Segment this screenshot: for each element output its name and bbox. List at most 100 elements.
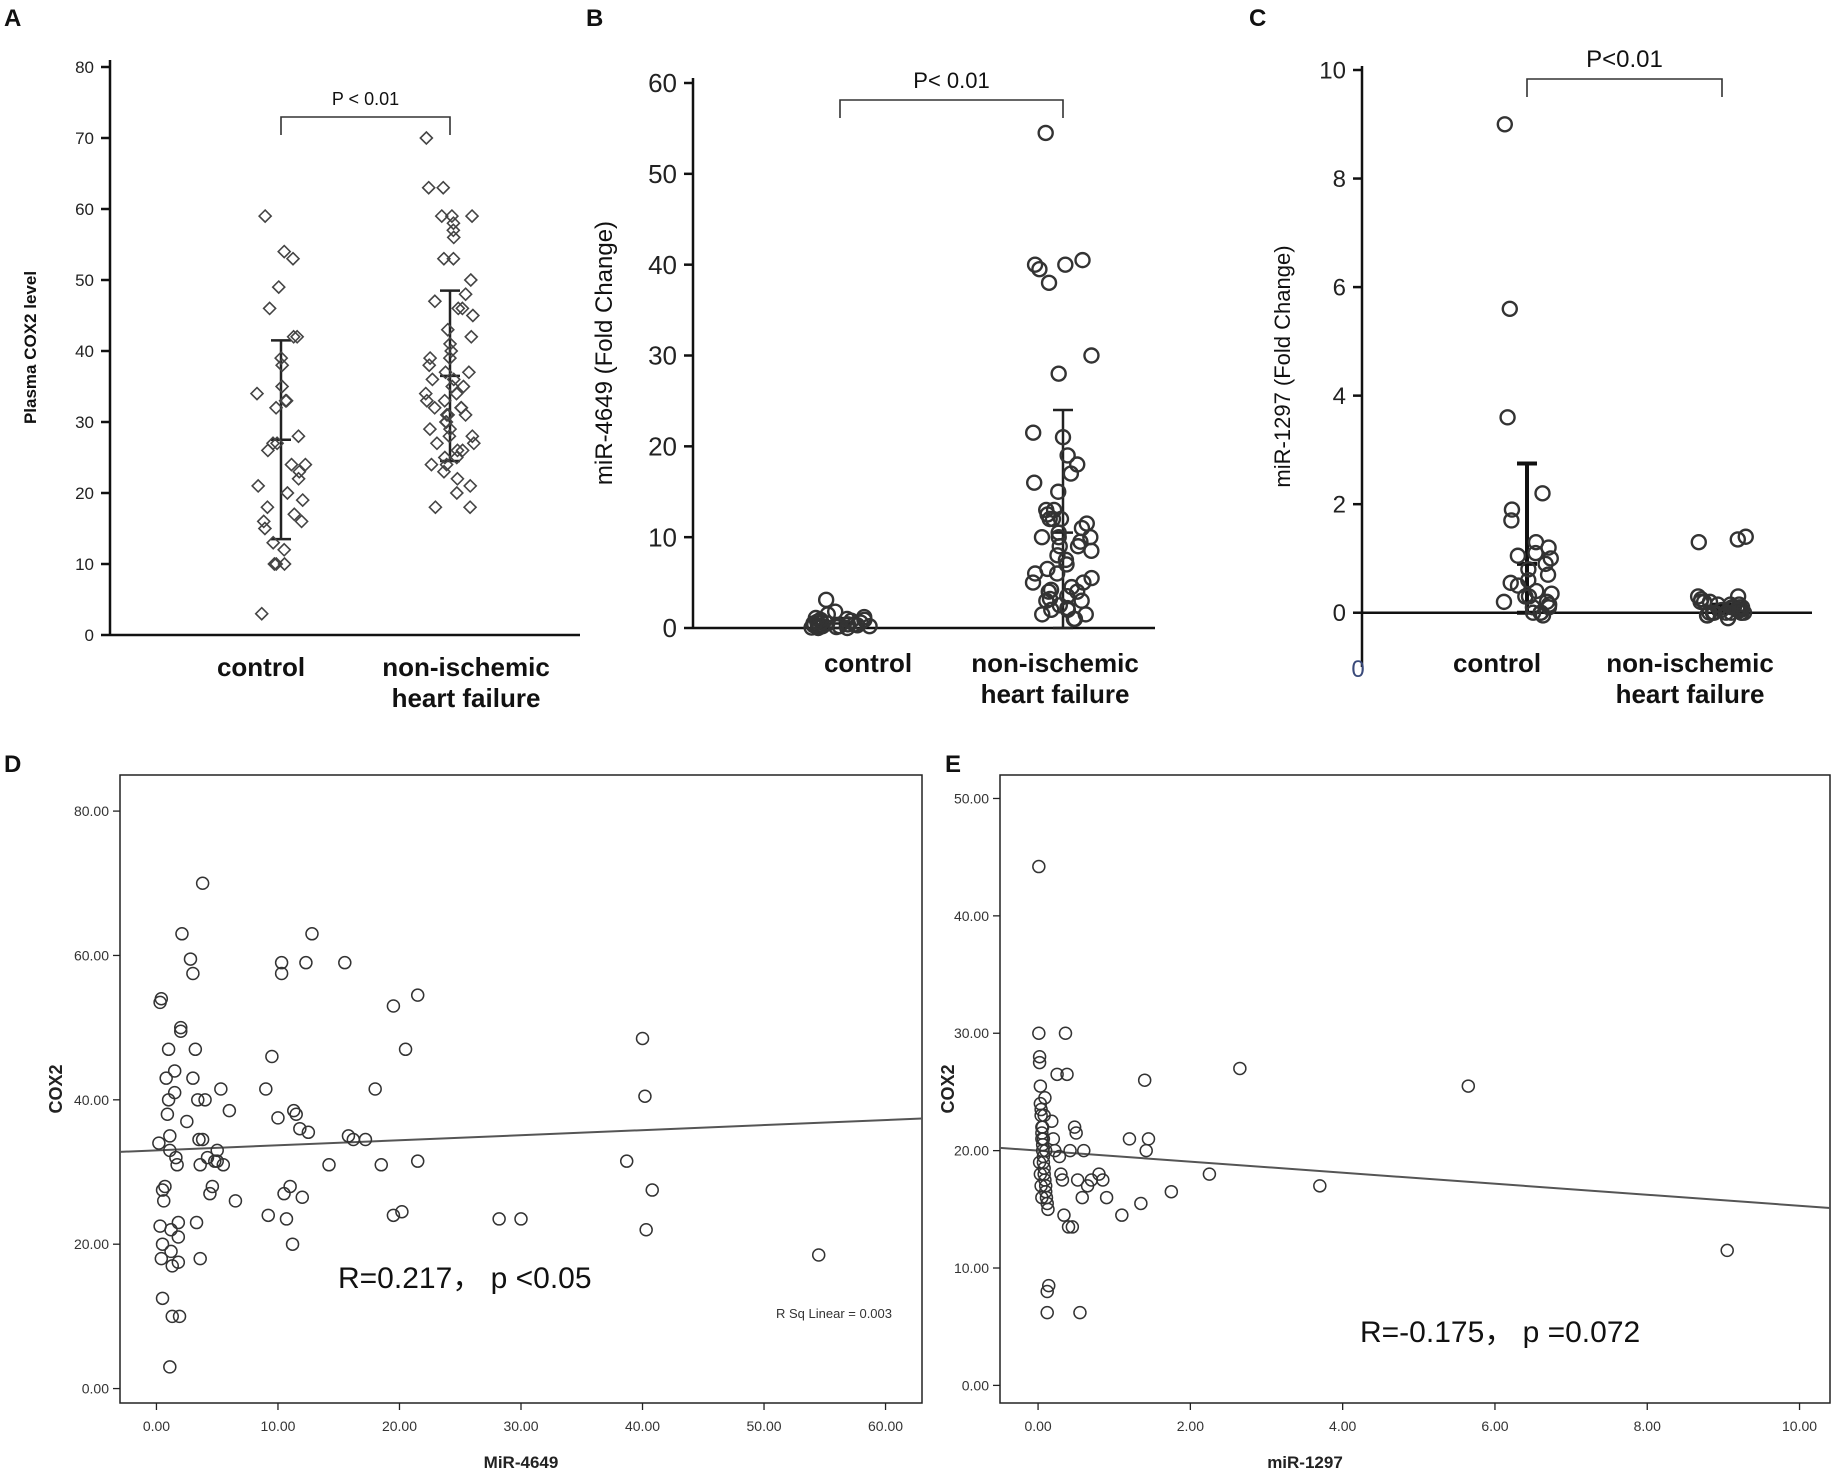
data-point	[1517, 588, 1534, 605]
data-point	[260, 500, 275, 515]
data-point	[839, 619, 856, 637]
data-point	[1520, 561, 1537, 578]
x-category-label: non-ischemic	[382, 652, 550, 682]
data-point	[274, 966, 289, 981]
data-point	[155, 1291, 170, 1306]
data-point	[322, 1158, 336, 1172]
data-point	[1024, 574, 1042, 591]
data-point	[386, 999, 401, 1013]
panel-a-chart: 0 10 20 30 40 50 60 70 80 Plasma COX2 level contro…	[21, 58, 580, 713]
y-tick-label: 30.00	[954, 1025, 989, 1041]
data-point	[1075, 1190, 1089, 1205]
data-point	[1058, 1026, 1073, 1040]
x-tick-label: 20.00	[382, 1418, 417, 1434]
x-tick-label: 6.00	[1481, 1418, 1508, 1434]
data-point	[1495, 593, 1513, 611]
data-point	[1038, 1143, 1053, 1158]
y-tick-label: 70	[75, 129, 94, 148]
data-point	[274, 350, 289, 366]
data-point	[1057, 256, 1074, 273]
y-tick-label: 4	[1333, 383, 1346, 410]
data-point	[466, 436, 481, 451]
data-point	[442, 429, 457, 444]
y-tick-label: 20	[648, 431, 677, 461]
data-point	[1025, 474, 1043, 491]
y-axis-label: Plasma COX2 level	[21, 271, 40, 424]
data-point	[1050, 1067, 1064, 1082]
data-point	[1045, 1114, 1059, 1129]
data-point	[1122, 1132, 1137, 1146]
data-point	[386, 1208, 401, 1223]
significance-label: P < 0.01	[332, 89, 399, 109]
y-tick-label: 10	[75, 555, 94, 574]
data-point	[444, 343, 459, 359]
data-point	[216, 1158, 231, 1172]
data-point	[638, 1089, 652, 1103]
data-point	[258, 208, 273, 224]
data-point	[440, 322, 455, 337]
correlation-annotation: R=0.217， p <0.05	[338, 1262, 592, 1295]
data-point	[1040, 583, 1057, 600]
y-axis-label: COX2	[46, 1064, 66, 1113]
data-point	[1041, 590, 1059, 608]
data-point	[1049, 547, 1066, 564]
data-point	[427, 400, 442, 415]
data-point	[1705, 604, 1723, 621]
data-point	[446, 223, 461, 238]
x-axis-label: MiR-4649	[484, 1453, 559, 1472]
data-point	[368, 1082, 382, 1096]
y-tick-label: 80	[75, 58, 94, 77]
data-point	[1032, 1055, 1047, 1070]
data-point	[198, 1093, 212, 1107]
data-point	[290, 329, 305, 344]
data-point	[305, 927, 319, 941]
data-point	[1537, 555, 1554, 573]
data-point	[170, 1158, 184, 1172]
data-point	[455, 301, 470, 316]
data-point	[1720, 1243, 1734, 1258]
y-tick-label: 20.00	[954, 1143, 989, 1159]
r-squared-label: R Sq Linear = 0.003	[776, 1306, 892, 1321]
y-tick-label: 40.00	[954, 908, 989, 924]
data-point	[256, 514, 271, 529]
data-point	[425, 372, 440, 387]
data-point	[291, 471, 306, 486]
data-point	[1050, 483, 1067, 500]
data-point	[1524, 604, 1542, 621]
data-point	[1501, 300, 1518, 317]
data-point	[164, 1244, 178, 1259]
data-point	[461, 365, 477, 380]
data-point	[1074, 251, 1091, 269]
y-tick-label: 2	[1333, 492, 1346, 519]
data-point	[438, 365, 453, 380]
data-point	[1542, 550, 1559, 567]
data-point	[807, 609, 825, 627]
data-point	[172, 1309, 187, 1324]
data-point	[1499, 409, 1516, 426]
data-point	[174, 1020, 188, 1035]
data-point	[298, 457, 313, 472]
data-point	[262, 301, 277, 316]
data-point	[291, 429, 306, 444]
y-tick-label: 0	[663, 613, 677, 643]
y-tick-label: 10.00	[954, 1260, 989, 1276]
data-point	[277, 542, 292, 557]
data-point	[450, 443, 465, 458]
data-point	[449, 450, 464, 465]
data-point	[398, 1042, 413, 1057]
x-tick-label: 8.00	[1634, 1418, 1661, 1434]
data-point	[1313, 1179, 1327, 1193]
y-tick-label: 0.00	[962, 1377, 989, 1393]
data-point	[446, 372, 461, 387]
y-tick-label: 20	[75, 484, 94, 503]
y-tick-label: 60.00	[74, 947, 109, 963]
panel-c-chart: 0 2 4 6 8 10 0 miR-1297 (Fold Change) control non…	[1270, 46, 1812, 709]
panel-letter-c: C	[1249, 5, 1266, 32]
data-point	[1026, 256, 1044, 273]
data-point	[1698, 607, 1716, 624]
data-point	[287, 1103, 301, 1118]
data-point	[1083, 347, 1100, 364]
data-point	[295, 492, 310, 508]
y-tick-label: 20.00	[74, 1236, 109, 1252]
data-point	[1054, 1167, 1068, 1181]
